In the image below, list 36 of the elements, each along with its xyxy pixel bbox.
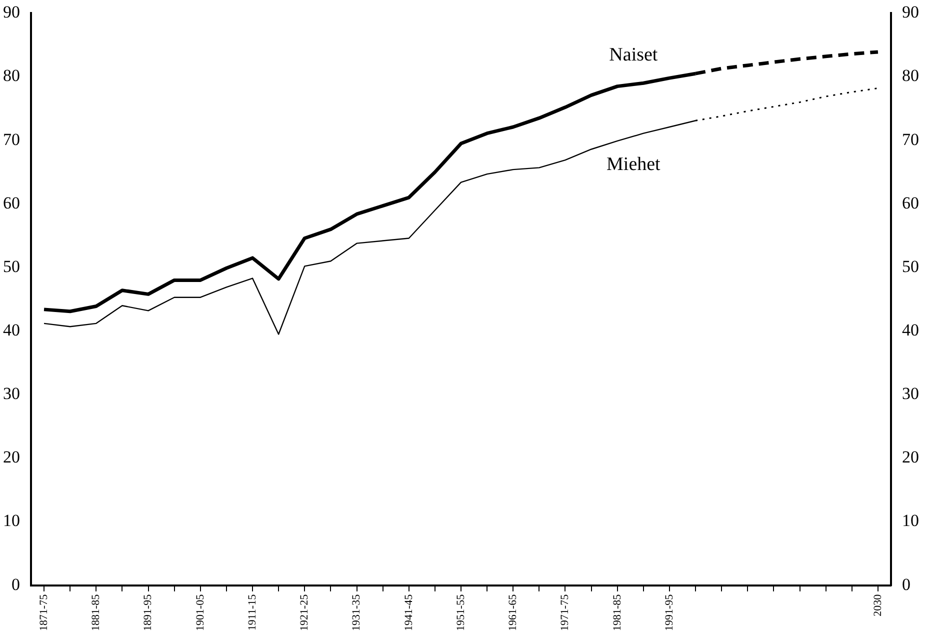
y-tick-label: 0 [12, 574, 20, 594]
series-label: Naiset [609, 44, 658, 66]
y2-tick-label: 0 [902, 574, 910, 594]
x-tick-label: 1881-85 [90, 594, 102, 632]
x-tick-label: 1971-75 [559, 594, 572, 632]
x-tick-label: 1941-45 [402, 594, 415, 632]
y2-tick-label: 30 [902, 384, 919, 404]
x-tick-label: 1981-85 [611, 594, 624, 632]
x-tick-label: 1951-55 [454, 594, 467, 632]
y2-tick-label: 20 [902, 448, 919, 467]
y-tick-label: 50 [3, 256, 20, 276]
x-tick-label: 1921-25 [298, 594, 311, 632]
y2-tick-label: 60 [902, 193, 919, 212]
y-tick-label: 30 [3, 384, 20, 404]
y2-tick-label: 70 [902, 130, 919, 149]
y2-tick-label: 10 [902, 511, 919, 530]
x-tick-label: 1931-35 [350, 594, 363, 632]
y-tick-label: 80 [3, 66, 20, 86]
x-tick-label: 1891-95 [142, 594, 154, 632]
series-label: Miehet [606, 154, 662, 175]
x-tick-label: 1901-05 [194, 594, 206, 632]
y-tick-label: 70 [3, 130, 20, 149]
y-tick-label: 20 [3, 448, 20, 467]
y-tick-label: 10 [3, 511, 20, 530]
x-tick-label: 1911-15 [246, 594, 258, 631]
y-tick-label: 60 [3, 193, 20, 212]
x-tick-label: 1871-75 [38, 594, 50, 632]
x-tick-label: 1961-65 [507, 594, 520, 632]
y2-tick-label: 40 [902, 320, 919, 340]
y2-tick-label: 80 [902, 66, 919, 86]
y-tick-label: 90 [3, 2, 20, 22]
y2-tick-label: 50 [902, 256, 919, 276]
x-tick-label: 2030 [872, 594, 884, 616]
x-tick-label: 1991-95 [663, 594, 676, 632]
y2-tick-label: 90 [902, 2, 919, 22]
y-tick-label: 40 [3, 320, 20, 340]
